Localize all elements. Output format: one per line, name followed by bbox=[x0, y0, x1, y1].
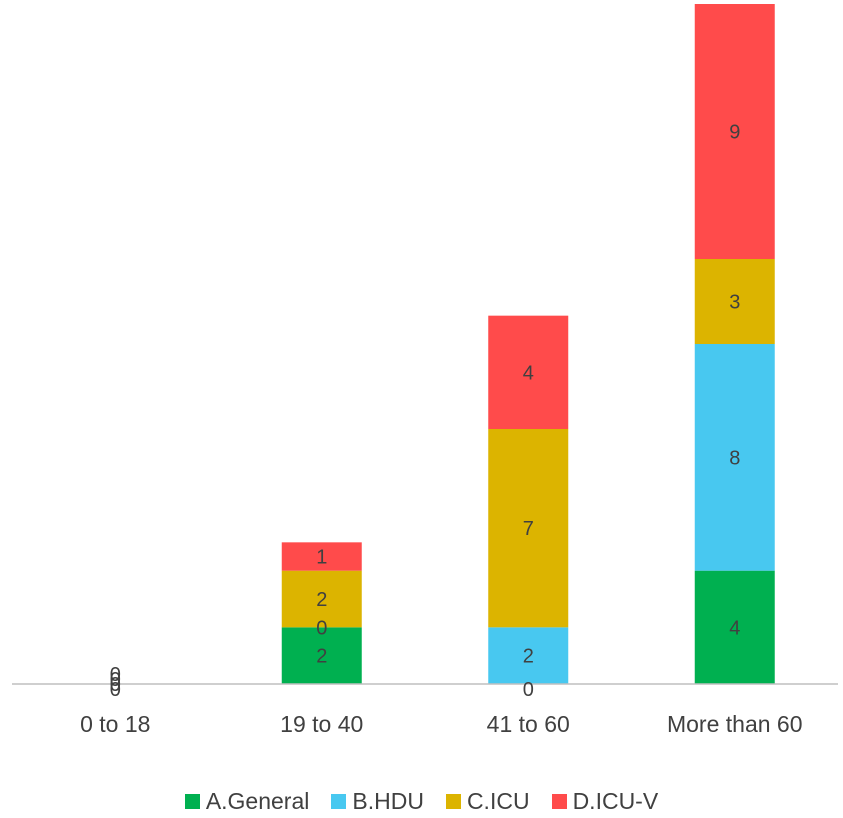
x-tick-labels: 0 to 18 19 to 40 41 to 60 More than 60 bbox=[80, 711, 802, 737]
data-label: 4 bbox=[523, 362, 534, 384]
x-tick-label: 41 to 60 bbox=[487, 711, 570, 737]
x-tick-label: More than 60 bbox=[667, 711, 803, 737]
legend-swatch bbox=[551, 794, 567, 809]
bar-segment bbox=[281, 570, 362, 628]
legend-swatch bbox=[331, 794, 347, 809]
bar-segment bbox=[694, 344, 775, 571]
data-label: 2 bbox=[316, 589, 327, 611]
bar-segment bbox=[694, 4, 775, 259]
data-label: 3 bbox=[729, 292, 740, 314]
data-label: 2 bbox=[316, 646, 327, 668]
bar-segment bbox=[488, 429, 569, 628]
legend-label: C.ICU bbox=[466, 788, 530, 814]
data-label: 0 bbox=[110, 669, 121, 691]
data-label: 2 bbox=[523, 646, 534, 668]
bar-segment bbox=[281, 627, 362, 684]
data-label: 0 bbox=[110, 679, 121, 701]
data-label: 0 bbox=[523, 679, 534, 701]
legend-label: B.HDU bbox=[352, 788, 424, 814]
bar-segment bbox=[694, 259, 775, 344]
legend-item: C.ICU bbox=[445, 788, 530, 815]
data-label: 7 bbox=[523, 518, 534, 540]
legend-item: A.General bbox=[184, 788, 310, 815]
data-label: 0 bbox=[110, 674, 121, 696]
bar-segment bbox=[488, 315, 569, 429]
data-label: 0 bbox=[110, 664, 121, 686]
bar-segment bbox=[488, 627, 569, 684]
data-label: 0 bbox=[316, 617, 327, 639]
data-label: 4 bbox=[729, 617, 740, 639]
data-label: 9 bbox=[729, 122, 740, 144]
legend-swatch bbox=[445, 794, 461, 809]
legend-swatch bbox=[184, 794, 200, 809]
x-tick-label: 19 to 40 bbox=[280, 711, 363, 737]
data-label: 1 bbox=[316, 547, 327, 569]
legend-item: D.ICU-V bbox=[551, 788, 659, 815]
legend-item: B.HDU bbox=[331, 788, 424, 815]
legend-label: D.ICU-V bbox=[572, 788, 659, 814]
data-label: 8 bbox=[729, 447, 740, 469]
bar-segment bbox=[694, 570, 775, 684]
legend-label: A.General bbox=[205, 788, 310, 814]
bars-layer bbox=[281, 4, 775, 684]
legend: A.General B.HDU C.ICU D.ICU-V bbox=[0, 788, 843, 815]
bar-segment bbox=[281, 542, 362, 571]
x-tick-label: 0 to 18 bbox=[80, 711, 150, 737]
